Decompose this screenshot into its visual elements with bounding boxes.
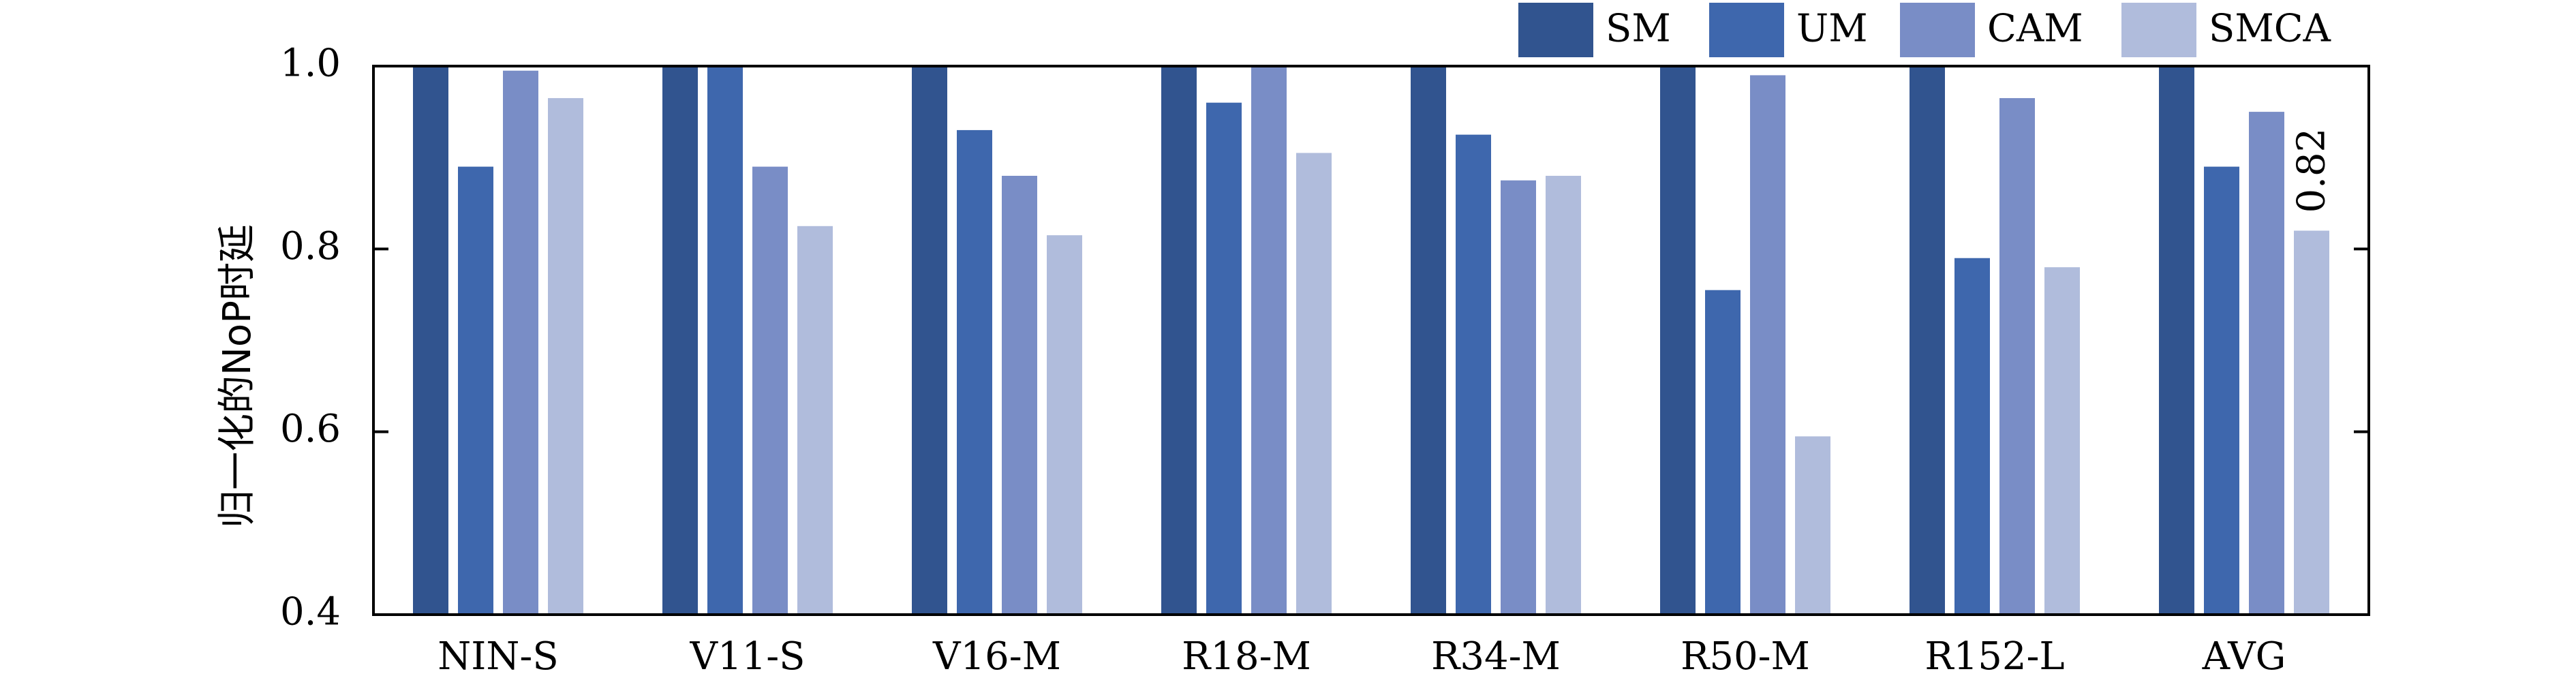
bar-cam-avg xyxy=(2249,112,2284,615)
legend-swatch-cam xyxy=(1900,3,1975,57)
x-tick-label: V16-M xyxy=(932,634,1061,679)
bar-sm-r34-m xyxy=(1411,66,1446,615)
bar-smca-v11-s xyxy=(797,226,833,615)
legend-label-um: UM xyxy=(1796,7,1868,51)
bar-um-avg xyxy=(2204,166,2239,615)
x-tick-label: V11-S xyxy=(690,634,806,679)
x-tick-label: R34-M xyxy=(1431,634,1561,679)
plot-frame xyxy=(372,65,2370,616)
x-axis: NIN-S V11-S V16-M R18-M R34-M R50-M R152-L AVG xyxy=(438,634,2286,679)
bar-um-v11-s xyxy=(707,66,743,615)
bar-cam-r18-m xyxy=(1251,66,1287,615)
x-tick-label: R18-M xyxy=(1182,634,1311,679)
x-tick-label: R50-M xyxy=(1681,634,1810,679)
bar-smca-r50-m xyxy=(1795,436,1830,615)
data-label-avg-smca: 0.82 xyxy=(2290,128,2334,213)
legend-swatch-sm xyxy=(1518,3,1593,57)
bar-sm-r152-l xyxy=(1910,66,1945,615)
bar-cam-r34-m xyxy=(1501,180,1536,615)
x-tick-label: NIN-S xyxy=(438,634,558,679)
bar-cam-r152-l xyxy=(1999,97,2035,615)
bar-cam-v11-s xyxy=(752,166,788,615)
bar-um-r50-m xyxy=(1705,290,1741,615)
y-tick-label: 0.8 xyxy=(280,224,341,268)
bar-sm-r50-m xyxy=(1660,66,1696,615)
legend: SM UM CAM SMCA xyxy=(1518,3,2331,57)
bar-smca-nin-s xyxy=(548,97,583,615)
legend-label-cam: CAM xyxy=(1987,7,2083,51)
bar-um-r34-m xyxy=(1456,134,1491,615)
bar-cam-r50-m xyxy=(1750,75,1785,615)
bar-smca-avg xyxy=(2294,230,2329,615)
bars xyxy=(413,66,2329,615)
bar-smca-r34-m xyxy=(1546,176,1581,615)
y-axis: 归一化的NoP时延 0.4 0.6 0.8 1.0 xyxy=(215,42,2369,634)
legend-swatch-um xyxy=(1709,3,1784,57)
bar-sm-avg xyxy=(2159,66,2194,615)
bar-sm-r18-m xyxy=(1161,66,1197,615)
x-tick-label: R152-L xyxy=(1925,634,2064,679)
legend-label-smca: SMCA xyxy=(2209,7,2331,51)
bar-cam-v16-m xyxy=(1002,176,1037,615)
annotations: 0.82 xyxy=(2290,128,2334,213)
bar-sm-nin-s xyxy=(413,66,448,615)
bar-smca-r18-m xyxy=(1296,153,1332,615)
bar-sm-v16-m xyxy=(912,66,947,615)
bar-smca-v16-m xyxy=(1047,235,1082,615)
bar-sm-v11-s xyxy=(662,66,698,615)
y-tick-label: 1.0 xyxy=(280,42,341,86)
bar-um-r152-l xyxy=(1954,258,1990,615)
bar-cam-nin-s xyxy=(503,70,538,615)
legend-swatch-smca xyxy=(2121,3,2196,57)
bar-um-v16-m xyxy=(957,129,992,615)
bar-smca-r152-l xyxy=(2044,267,2080,615)
y-axis-title: 归一化的NoP时延 xyxy=(215,224,260,528)
bar-um-nin-s xyxy=(458,166,493,615)
bar-um-r18-m xyxy=(1206,102,1242,615)
x-tick-label: AVG xyxy=(2202,634,2286,679)
y-tick-label: 0.4 xyxy=(280,590,341,634)
legend-label-sm: SM xyxy=(1606,7,1671,51)
y-tick-label: 0.6 xyxy=(280,407,341,451)
